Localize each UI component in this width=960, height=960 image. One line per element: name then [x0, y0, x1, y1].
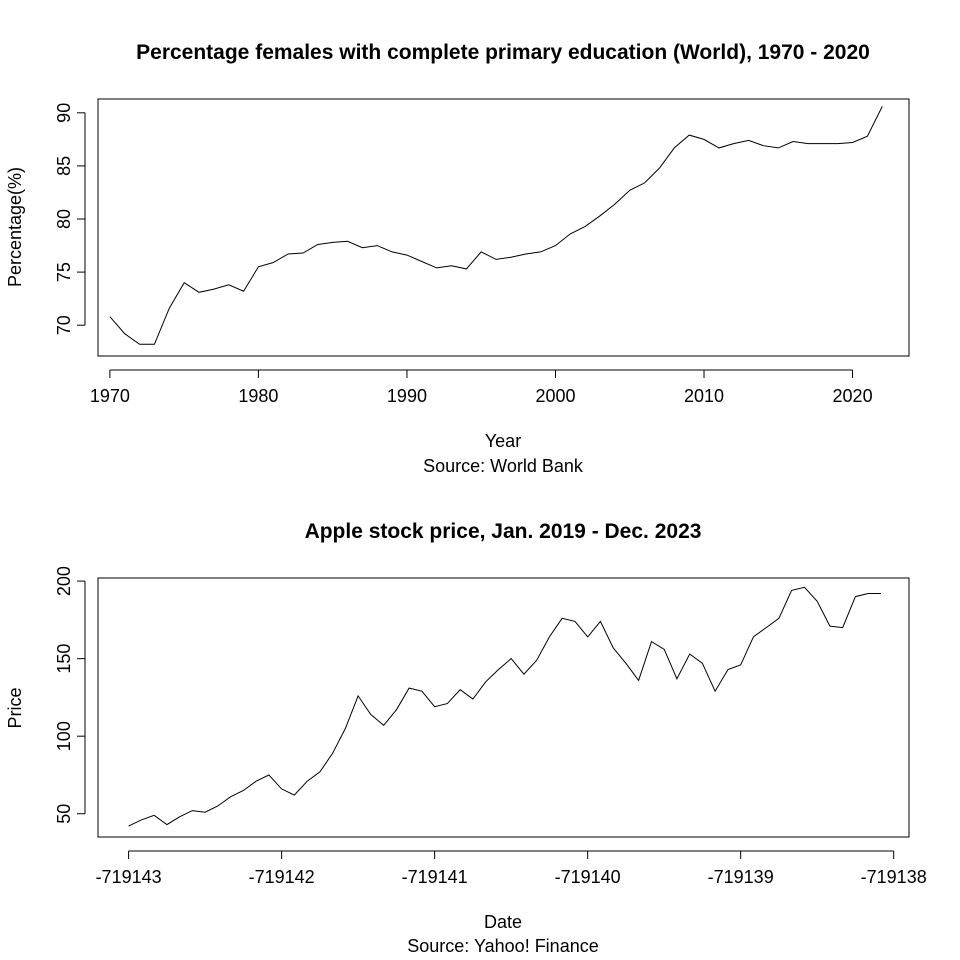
- chart-1-source-note: Source: World Bank: [423, 456, 584, 476]
- y-tick-label: 50: [54, 804, 74, 824]
- chart-1: Percentage females with complete primary…: [5, 41, 910, 476]
- chart-2-series: [128, 586, 881, 827]
- x-tick-label: -719139: [708, 867, 774, 887]
- chart-1-title: Percentage females with complete primary…: [136, 41, 870, 64]
- chart-2-source-note: Source: Yahoo! Finance: [407, 936, 598, 956]
- y-tick-label: 150: [54, 644, 74, 674]
- chart-2: Apple stock price, Jan. 2019 - Dec. 2023…: [5, 520, 927, 956]
- x-tick-label: 2020: [833, 386, 873, 406]
- y-tick-label: 90: [54, 103, 74, 123]
- x-tick-label: -719138: [861, 867, 927, 887]
- y-tick-label: 80: [54, 209, 74, 229]
- chart-2-y-axis-label: Price: [5, 687, 25, 728]
- chart-2-title: Apple stock price, Jan. 2019 - Dec. 2023: [305, 520, 702, 543]
- chart-1-series: [109, 106, 883, 345]
- x-tick-label: -719141: [402, 867, 468, 887]
- x-tick-label: -719143: [96, 867, 162, 887]
- x-tick-label: -719140: [555, 867, 621, 887]
- y-tick-label: 75: [54, 262, 74, 282]
- x-tick-label: 1980: [238, 386, 278, 406]
- chart-1-plot-frame: [97, 98, 910, 357]
- x-tick-label: 2010: [684, 386, 724, 406]
- x-tick-label: 1970: [90, 386, 130, 406]
- chart-2-plot-frame: [97, 577, 910, 838]
- series-line: [128, 586, 881, 827]
- chart-1-y-axis: 70 75 80 85 90: [54, 103, 86, 335]
- chart-1-x-axis: 1970 1980 1990 2000 2010 2020: [90, 369, 873, 406]
- y-tick-label: 70: [54, 315, 74, 335]
- x-tick-label: 2000: [535, 386, 575, 406]
- y-tick-label: 200: [54, 566, 74, 596]
- x-tick-label: 1990: [387, 386, 427, 406]
- y-tick-label: 100: [54, 721, 74, 751]
- y-tick-label: 85: [54, 156, 74, 176]
- chart-2-x-axis: -719143 -719142 -719141 -719140 -719139 -7191…: [96, 850, 927, 887]
- chart-1-x-axis-label: Year: [485, 431, 521, 451]
- chart-2-x-axis-label: Date: [484, 912, 522, 932]
- series-line: [109, 106, 883, 345]
- x-tick-label: -719142: [249, 867, 315, 887]
- chart-1-y-axis-label: Percentage(%): [5, 167, 25, 287]
- chart-2-y-axis: 50 100 150 200: [54, 566, 86, 824]
